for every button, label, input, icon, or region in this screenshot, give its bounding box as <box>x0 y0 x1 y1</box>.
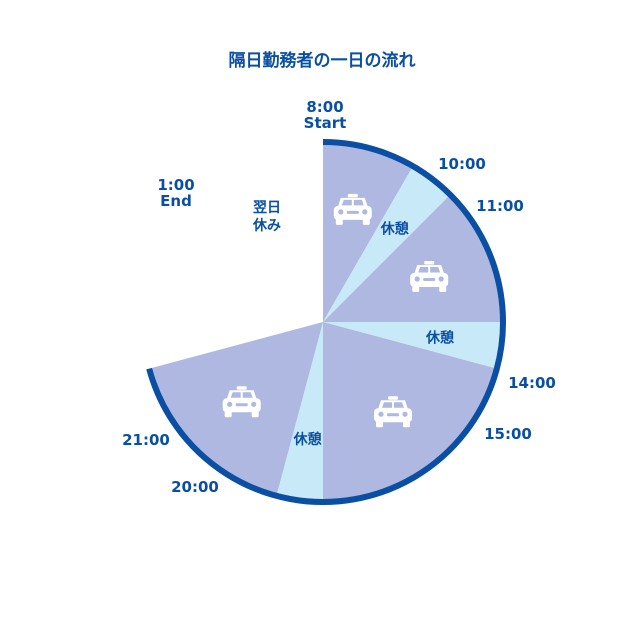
break-sector <box>323 167 449 322</box>
taxi-icon <box>333 193 372 225</box>
taxi-icon <box>222 386 261 418</box>
time-label: 14:00 <box>508 374 556 392</box>
break-label: 休憩 <box>380 220 409 237</box>
off-label: 休み <box>252 217 281 234</box>
time-label: 11:00 <box>476 197 524 215</box>
break-sector <box>276 322 323 500</box>
taxi-icon <box>410 261 449 292</box>
time-label: 10:00 <box>438 155 486 173</box>
taxi-icon <box>374 396 412 428</box>
time-label: 20:00 <box>171 478 219 496</box>
time-label: End <box>160 192 192 210</box>
shift-ring <box>146 139 506 505</box>
break-label: 休憩 <box>293 431 322 448</box>
work-sector <box>323 196 501 322</box>
break-label: 休憩 <box>425 329 454 346</box>
time-label: 8:00 <box>306 98 343 116</box>
work-sector <box>323 144 412 322</box>
time-label: 1:00 <box>157 176 194 194</box>
clock-sectors <box>151 144 501 500</box>
break-sector <box>323 322 501 369</box>
time-label: 21:00 <box>122 431 170 449</box>
time-label: 15:00 <box>484 425 532 443</box>
off-label: 翌日 <box>253 200 281 216</box>
taxi-icons <box>222 193 449 428</box>
diagram-title: 隔日勤務者の一日の流れ <box>229 50 416 71</box>
time-label: Start <box>304 114 347 132</box>
shift-ring-arc <box>146 139 506 505</box>
